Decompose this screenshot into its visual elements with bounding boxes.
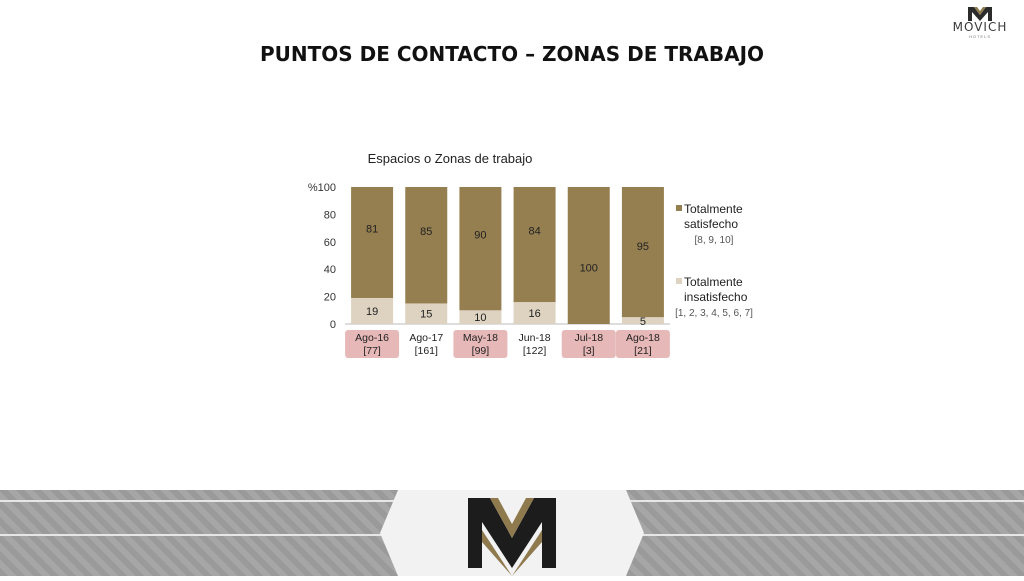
y-tick-label: 60 (324, 237, 336, 249)
chart-title: Espacios o Zonas de trabajo (368, 151, 533, 166)
data-label-insatisfecho: 10 (474, 312, 486, 324)
data-label-insatisfecho: 5 (640, 316, 646, 328)
bar-satisfecho (459, 187, 502, 311)
y-tick-label: 20 (324, 292, 336, 304)
bar-insatisfecho (621, 317, 664, 324)
x-sample-size: [21] (634, 345, 652, 357)
legend-scale: [1, 2, 3, 4, 5, 6, 7] (675, 308, 753, 319)
y-tick-label: 0 (330, 319, 336, 331)
x-tick-label: Ago-16 (355, 332, 389, 344)
stacked-bar-chart: Espacios o Zonas de trabajo 0 20 40 60 80 %100… (308, 151, 753, 358)
data-label-satisfecho: 85 (420, 226, 432, 238)
footer-banner (0, 490, 1024, 576)
brand-mark-icon (968, 7, 992, 21)
x-label-highlight (453, 330, 508, 358)
x-tick-label: Ago-17 (409, 332, 443, 344)
data-label-insatisfecho: 19 (366, 306, 378, 318)
x-label-highlight (615, 330, 670, 358)
data-label-insatisfecho: 16 (528, 308, 540, 320)
bar-satisfecho (567, 187, 610, 324)
legend-label-line1: Totalmente (684, 202, 743, 216)
data-label-insatisfecho: 15 (420, 309, 432, 321)
bar-insatisfecho (405, 303, 448, 324)
x-sample-size: [3] (583, 345, 595, 357)
data-label-satisfecho: 100 (580, 263, 598, 275)
bar-satisfecho (621, 187, 664, 318)
x-tick-label: Ago-18 (626, 332, 660, 344)
data-label-satisfecho: 84 (528, 226, 540, 238)
brand-sub: HOTELS (968, 34, 991, 39)
x-tick-label: May-18 (463, 332, 498, 344)
bar-satisfecho (351, 187, 394, 298)
x-tick-label: Jul-18 (574, 332, 603, 344)
x-sample-size: [77] (363, 345, 381, 357)
x-sample-size: [122] (523, 345, 546, 357)
footer-logo-panel (380, 490, 644, 576)
x-tick-label: Jun-18 (519, 332, 551, 344)
bar-insatisfecho (513, 302, 556, 324)
y-tick-label: %100 (308, 182, 336, 194)
data-label-satisfecho: 95 (637, 241, 649, 253)
chart-area: Espacios o Zonas de trabajo 0 20 40 60 80 %100… (300, 145, 780, 375)
brand-name: MOVICH (952, 20, 1008, 34)
bar-insatisfecho (459, 310, 502, 324)
legend-label-line2: satisfecho (684, 217, 738, 231)
bar-insatisfecho (351, 297, 394, 324)
legend-label-line2: insatisfecho (684, 290, 748, 304)
legend-swatch (676, 205, 682, 211)
bar-satisfecho (405, 187, 448, 304)
brand-logo: MOVICH HOTELS (940, 6, 1020, 40)
x-sample-size: [99] (472, 345, 490, 357)
bar-satisfecho (513, 187, 556, 303)
y-tick-label: 80 (324, 209, 336, 221)
y-tick-label: 40 (324, 264, 336, 276)
legend-label-line1: Totalmente (684, 275, 743, 289)
x-label-highlight (345, 330, 400, 358)
x-sample-size: [161] (415, 345, 438, 357)
data-label-satisfecho: 81 (366, 223, 378, 235)
data-label-satisfecho: 90 (474, 230, 486, 242)
slide-title: PUNTOS DE CONTACTO – ZONAS DE TRABAJO (259, 42, 765, 66)
legend-scale: [8, 9, 10] (695, 235, 734, 246)
x-label-highlight (561, 330, 616, 358)
legend-swatch (676, 278, 682, 284)
footer-logo-icon (380, 490, 644, 576)
